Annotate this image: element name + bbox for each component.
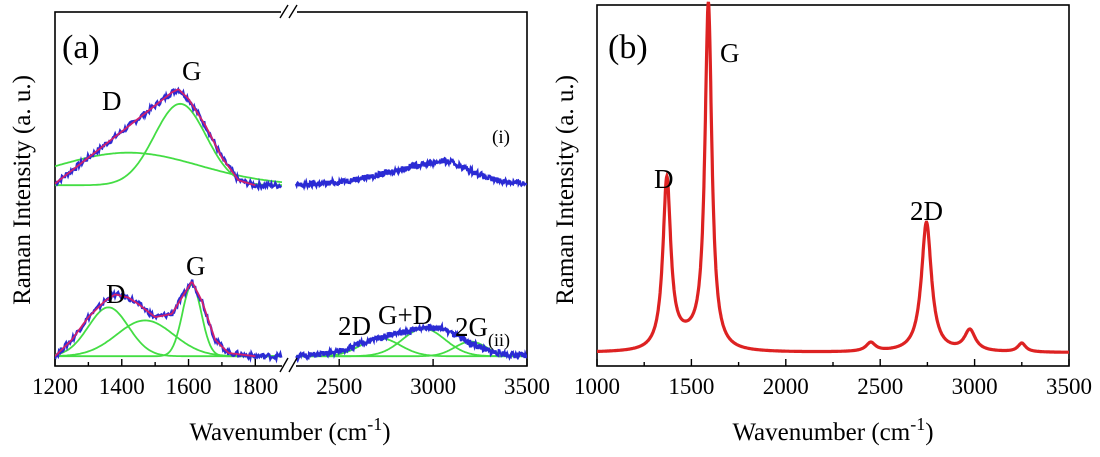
panel-a-xtick-label: 1800: [232, 374, 278, 399]
panel-b-xlabel-main: Wavenumber (cm: [732, 419, 910, 446]
fit-component-1: [55, 102, 282, 187]
series-label-ii: (ii): [488, 330, 510, 351]
series-0-measured-segment-1: [294, 156, 527, 192]
peak-label-gd-ii: G+D: [378, 300, 432, 330]
peak-label-2g-text: 2G: [455, 312, 488, 342]
series-1-measured-segment-0: [55, 279, 283, 364]
panel-a-clip-group: [55, 86, 527, 364]
panel-a: 1200 1400 1600 1800 2500 3000 3500 (a) Raman I…: [9, 4, 550, 446]
axis-break-mark: [279, 4, 298, 374]
panel-b-xtick-label: 3000: [952, 374, 998, 399]
peak-label-d-i: D: [102, 86, 122, 116]
panel-b-xtick-label: 2000: [763, 374, 809, 399]
series-0-fit-envelope: [55, 88, 256, 187]
panel-a-xtick-label: 3500: [504, 374, 550, 399]
panel-a-xlabel: Wavenumber (cm-1): [189, 414, 390, 446]
panel-a-xlabel-main: Wavenumber (cm: [189, 419, 367, 446]
peak-label-2d-b: 2D: [910, 196, 943, 226]
panel-a-xtick-label: 1600: [166, 374, 212, 399]
panel-a-xlabel-close: ): [382, 419, 390, 446]
panel-b-xtick-label: 1500: [668, 374, 714, 399]
series-0-measured-segment-0: [55, 86, 283, 192]
panel-b-xtick-label: 3500: [1046, 374, 1092, 399]
panel-a-ticks: 1200 1400 1600 1800 2500 3000 3500: [32, 359, 550, 399]
panel-a-xlabel-sup: -1: [367, 414, 382, 434]
series-label-i: (i): [492, 127, 510, 148]
panel-a-xtick-label: 3000: [410, 374, 456, 399]
panel-b-label: (b): [608, 29, 648, 66]
panel-b-xlabel: Wavenumber (cm-1): [732, 414, 933, 446]
panel-b-xlabel-close: ): [925, 419, 933, 446]
panel-a-xtick-label: 1400: [99, 374, 145, 399]
panel-b-xtick-label: 2500: [857, 374, 903, 399]
peak-label-g-b: G: [720, 38, 740, 68]
panel-b-xlabel-sup: -1: [910, 414, 925, 434]
panel-b-ticks: 1000 1500 2000 2500 3000 3500: [574, 359, 1092, 399]
peak-label-d-b: D: [654, 164, 674, 194]
series-1-measured-segment-1: [295, 321, 527, 364]
peak-label-g-i: G: [182, 56, 202, 86]
panel-b-ylabel: Raman Intensity (a. u.): [552, 75, 579, 305]
peak-label-2g-ii: 2G(ii): [455, 312, 510, 351]
peak-label-2d-ii: 2D: [338, 311, 371, 341]
panel-b-spectrum-line: [597, 1, 1069, 354]
panel-a-xtick-label: 2500: [316, 374, 362, 399]
panel-b-xtick-label: 1000: [574, 374, 620, 399]
panel-a-xtick-label: 1200: [32, 374, 78, 399]
panel-a-plot-area: [55, 86, 527, 364]
series-1-fit-envelope: [55, 281, 256, 358]
panel-b: 1000 1500 2000 2500 3000 3500 (b) Raman Inten…: [552, 1, 1092, 446]
panel-b-plot-area: [597, 1, 1069, 354]
peak-label-d-ii: D: [106, 279, 126, 309]
panel-a-ylabel: Raman Intensity (a. u.): [9, 75, 36, 305]
panel-a-label: (a): [62, 29, 100, 66]
peak-label-g-ii: G: [186, 251, 206, 281]
